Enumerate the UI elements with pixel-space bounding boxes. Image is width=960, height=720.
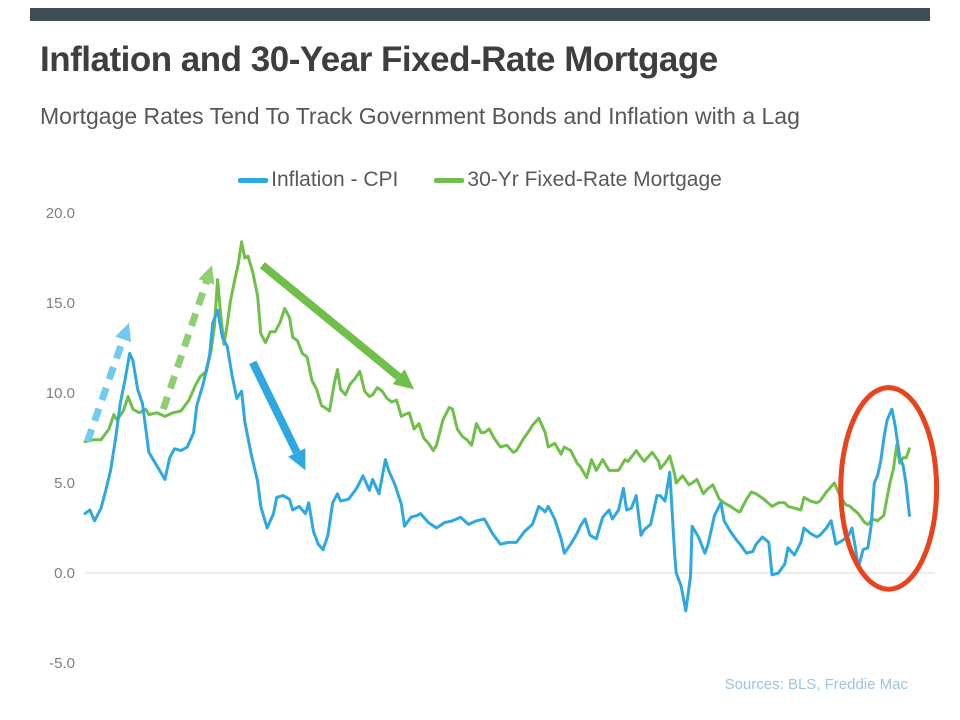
top-accent-bar [30,8,930,21]
mortgage-line-swatch-icon [434,177,465,183]
legend-label-cpi: Inflation - CPI [271,168,399,191]
page-title: Inflation and 30-Year Fixed-Rate Mortgag… [40,40,718,79]
svg-text:0.0: 0.0 [54,565,75,582]
svg-text:15.0: 15.0 [46,295,75,312]
source-label: Sources: BLS, Freddie Mac [724,676,908,693]
legend-item-mortgage: 30-Yr Fixed-Rate Mortgage [434,168,722,192]
legend-item-inflation-cpi: Inflation - CPI [238,168,398,192]
chart-legend: Inflation - CPI 30-Yr Fixed-Rate Mortgag… [0,168,960,192]
svg-text:20.0: 20.0 [46,205,75,222]
svg-text:-5.0: -5.0 [49,655,75,672]
cpi-line-swatch-icon [238,177,269,183]
legend-label-mortgage: 30-Yr Fixed-Rate Mortgage [467,168,722,191]
svg-text:5.0: 5.0 [54,475,75,492]
svg-text:10.0: 10.0 [46,385,75,402]
page-subtitle: Mortgage Rates Tend To Track Government … [40,103,800,129]
